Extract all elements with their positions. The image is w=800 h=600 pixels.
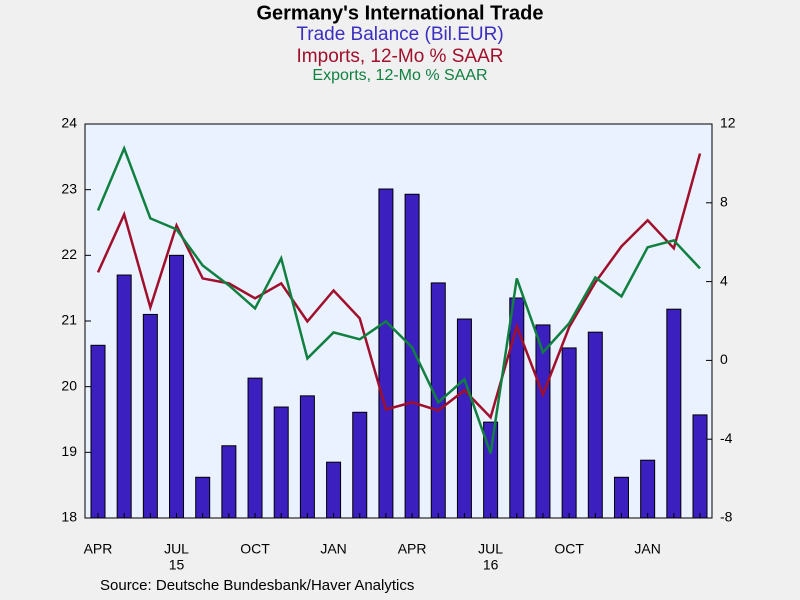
- y2-tick-label: 4: [720, 272, 728, 288]
- chart-subtitle: Trade Balance (Bil.EUR): [296, 24, 503, 45]
- y2-tick-label: 0: [720, 351, 728, 367]
- x-tick-label: JUL: [478, 541, 503, 557]
- bar: [561, 347, 577, 519]
- bar: [326, 461, 342, 519]
- line-series: [96, 145, 701, 454]
- chart-subtitle: Exports, 12-Mo % SAAR: [312, 67, 487, 84]
- plot-area: [84, 123, 713, 519]
- line-series: [96, 153, 702, 420]
- bar: [666, 308, 682, 519]
- bar: [221, 445, 237, 519]
- bar: [169, 254, 185, 519]
- bar: [116, 274, 132, 519]
- chart-subtitle: Imports, 12-Mo % SAAR: [297, 46, 504, 67]
- bar: [640, 459, 656, 519]
- x-year-label: 16: [483, 557, 499, 573]
- x-tick-label: OCT: [554, 541, 584, 557]
- bar: [456, 318, 472, 519]
- x-tick-label: JAN: [634, 541, 660, 557]
- y-tick-label: 24: [61, 115, 77, 131]
- bar: [247, 377, 263, 519]
- x-tick-label: APR: [84, 541, 113, 557]
- y-tick-label: 18: [61, 509, 77, 525]
- x-year-label: 15: [169, 557, 185, 573]
- y-tick-label: 21: [61, 312, 77, 328]
- x-tick-label: OCT: [240, 541, 270, 557]
- y-tick-label: 20: [61, 377, 77, 393]
- bar: [378, 188, 394, 519]
- bar: [352, 411, 368, 519]
- y2-tick-label: 8: [720, 194, 728, 210]
- bar: [587, 331, 603, 519]
- y2-tick-label: -4: [720, 430, 733, 446]
- bar: [90, 344, 106, 519]
- source: Source: Deutsche Bundesbank/Haver Analyt…: [100, 577, 414, 594]
- y-tick-label: 23: [61, 180, 77, 196]
- bar: [692, 414, 708, 519]
- bar: [509, 297, 525, 519]
- y2-tick-label: 12: [720, 115, 736, 131]
- bar: [142, 313, 158, 519]
- bar: [273, 406, 289, 519]
- chart-title: Germany's International Trade: [256, 2, 543, 24]
- y-tick-label: 19: [61, 443, 77, 459]
- x-tick-label: JUL: [164, 541, 189, 557]
- y-tick-label: 22: [61, 246, 77, 262]
- bar: [195, 476, 211, 519]
- x-tick-label: JAN: [320, 541, 346, 557]
- bar: [613, 476, 629, 519]
- y2-tick-label: -8: [720, 509, 733, 525]
- x-tick-label: APR: [398, 541, 427, 557]
- bar: [299, 395, 315, 519]
